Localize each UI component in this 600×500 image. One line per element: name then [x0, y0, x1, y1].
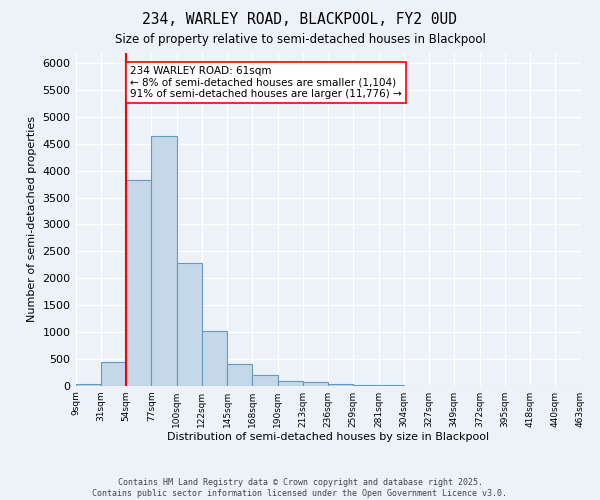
Bar — [202, 332, 227, 386]
Bar — [76, 384, 101, 386]
Text: 234, WARLEY ROAD, BLACKPOOL, FY2 0UD: 234, WARLEY ROAD, BLACKPOOL, FY2 0UD — [143, 12, 458, 28]
Text: Size of property relative to semi-detached houses in Blackpool: Size of property relative to semi-detach… — [115, 32, 485, 46]
Bar — [151, 136, 176, 386]
Text: 234 WARLEY ROAD: 61sqm
← 8% of semi-detached houses are smaller (1,104)
91% of s: 234 WARLEY ROAD: 61sqm ← 8% of semi-deta… — [130, 66, 401, 99]
Bar — [176, 263, 202, 386]
Bar — [278, 382, 303, 386]
Bar — [101, 362, 126, 386]
Bar — [303, 382, 328, 386]
Bar — [353, 385, 379, 386]
Text: Contains HM Land Registry data © Crown copyright and database right 2025.
Contai: Contains HM Land Registry data © Crown c… — [92, 478, 508, 498]
Bar — [126, 180, 151, 386]
Y-axis label: Number of semi-detached properties: Number of semi-detached properties — [27, 116, 37, 322]
X-axis label: Distribution of semi-detached houses by size in Blackpool: Distribution of semi-detached houses by … — [167, 432, 489, 442]
Bar — [328, 384, 353, 386]
Bar — [227, 364, 252, 386]
Bar — [252, 375, 278, 386]
